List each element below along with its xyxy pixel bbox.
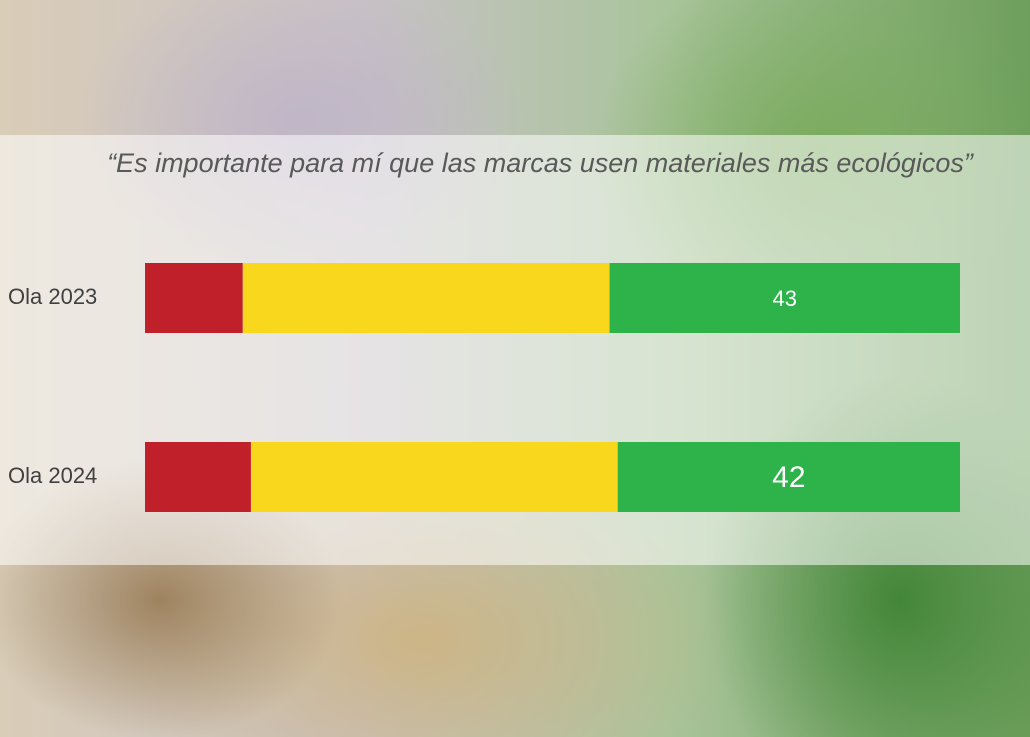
value-label: 43 <box>773 286 797 311</box>
value-label: 42 <box>772 461 805 494</box>
bar-segment <box>609 263 960 333</box>
bar-segment <box>145 442 251 512</box>
category-label: Ola 2024 <box>8 463 97 488</box>
bar-segment <box>242 263 610 333</box>
category-label: Ola 2023 <box>8 284 97 309</box>
bar-segment <box>145 263 243 333</box>
chart-title: “Es importante para mí que las marcas us… <box>107 148 973 178</box>
bar-segment <box>250 442 618 512</box>
bar-segment <box>617 442 960 512</box>
